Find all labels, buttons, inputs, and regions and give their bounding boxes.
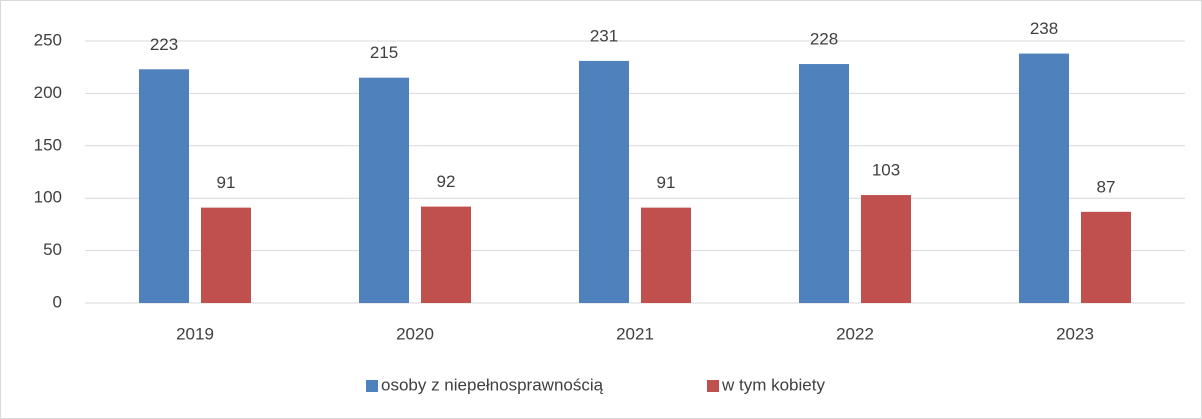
data-label: 92	[437, 172, 456, 191]
x-tick-label: 2019	[176, 324, 214, 343]
legend-label: w tym kobiety	[721, 375, 825, 394]
x-tick-label: 2020	[396, 324, 434, 343]
data-label: 215	[370, 43, 398, 62]
legend-label: osoby z niepełnosprawnością	[381, 375, 604, 394]
bar	[1019, 53, 1069, 303]
y-tick-label: 150	[34, 135, 62, 154]
bar	[799, 64, 849, 303]
y-tick-label: 50	[43, 240, 62, 259]
data-label: 228	[810, 30, 838, 49]
y-tick-label: 200	[34, 83, 62, 102]
data-label: 223	[150, 35, 178, 54]
bar	[579, 60, 629, 303]
bar	[201, 207, 251, 303]
legend-swatch	[366, 380, 378, 392]
bar	[641, 207, 691, 303]
bar	[861, 195, 911, 303]
x-tick-label: 2022	[836, 324, 874, 343]
y-tick-label: 0	[53, 292, 62, 311]
bar	[139, 69, 189, 304]
data-label: 238	[1030, 19, 1058, 38]
data-label: 91	[657, 173, 676, 192]
y-tick-label: 100	[34, 188, 62, 207]
x-tick-label: 2021	[616, 324, 654, 343]
data-label: 87	[1097, 177, 1116, 196]
x-tick-label: 2023	[1056, 324, 1094, 343]
bar	[359, 77, 409, 304]
legend-swatch	[707, 380, 719, 392]
bar	[1081, 211, 1131, 303]
y-tick-label: 250	[34, 30, 62, 49]
data-label: 231	[590, 26, 618, 45]
bar	[421, 206, 471, 303]
data-label: 103	[872, 161, 900, 180]
data-label: 91	[217, 173, 236, 192]
